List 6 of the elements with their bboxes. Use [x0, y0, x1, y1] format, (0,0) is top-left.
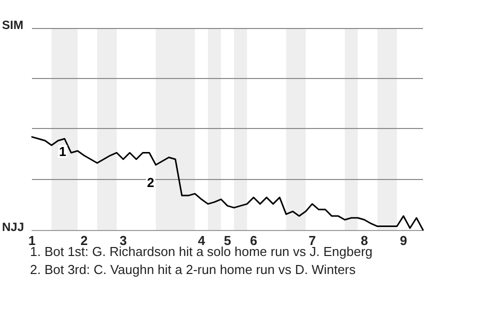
annotation: 1: [59, 144, 66, 159]
x-tick-label: 9: [400, 233, 408, 248]
text: SIM: [2, 18, 24, 32]
annotation: 2: [147, 175, 154, 190]
text: NJJ: [2, 220, 24, 234]
text: 2. Bot 3rd: C. Vaughn hit a 2-run home run vs D. Winters: [30, 262, 356, 277]
